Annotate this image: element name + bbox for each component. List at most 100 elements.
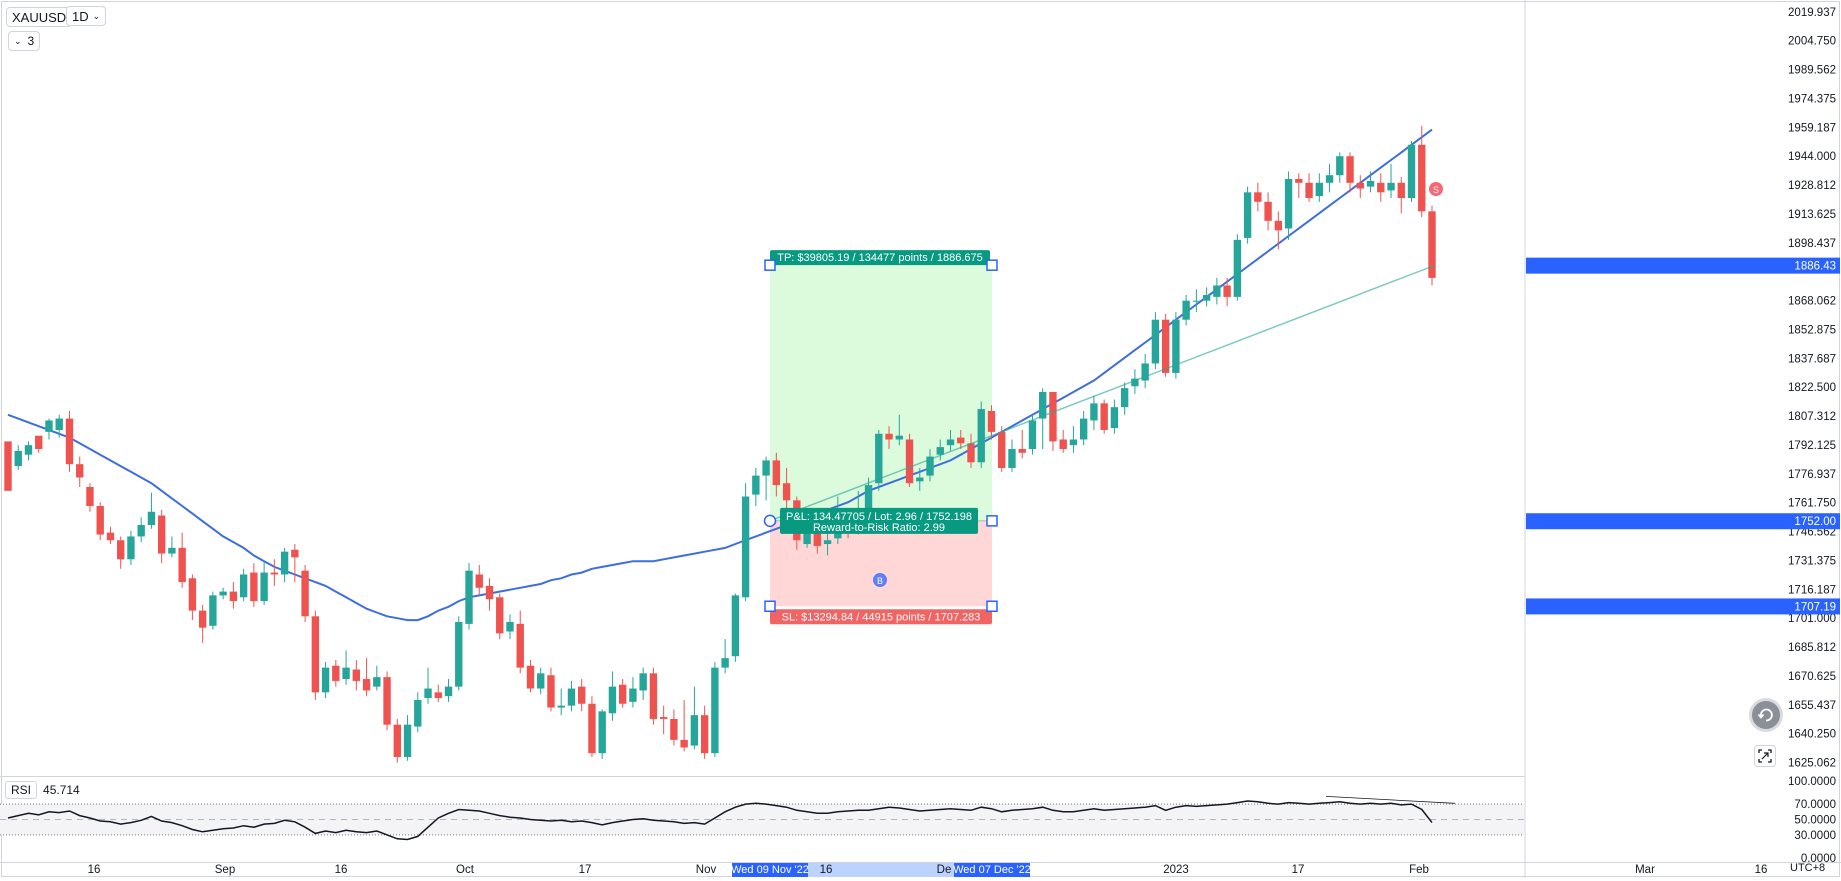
rsi-divergence-line — [1325, 796, 1456, 804]
candle — [578, 679, 586, 712]
resize-handle[interactable] — [986, 515, 998, 527]
candle-body — [967, 443, 975, 463]
time-tick-label: 2023 — [1163, 864, 1189, 876]
candle — [762, 456, 770, 501]
candle-body — [465, 570, 473, 624]
candle-body — [1305, 182, 1313, 199]
resize-handle[interactable] — [986, 600, 998, 613]
time-tick-label: Oct — [456, 864, 475, 876]
sl-label-text: SL: $13294.84 / 44915 points / 1707.283 — [782, 611, 981, 623]
candle-body — [96, 506, 104, 535]
candle-body — [424, 688, 432, 699]
price-tick-label: 1913.625 — [1788, 209, 1836, 221]
candle — [1018, 429, 1026, 459]
candle-body — [670, 718, 678, 740]
candle — [455, 616, 463, 691]
price-tick-label: 1685.812 — [1788, 642, 1836, 654]
candle — [721, 639, 729, 674]
candle-body — [24, 445, 33, 455]
resize-handle[interactable] — [986, 259, 998, 271]
candle-body — [1233, 239, 1242, 297]
price-badge-bg — [1526, 257, 1840, 274]
candle — [147, 492, 156, 529]
candle-body — [721, 658, 729, 668]
candle-body — [434, 692, 442, 699]
time-highlight-end-text: Wed 07 Dec '22 — [953, 864, 1031, 876]
candle-body — [455, 622, 463, 687]
candle-body — [946, 439, 955, 446]
candle-body — [1151, 319, 1160, 364]
candle-body — [1039, 391, 1047, 419]
candle — [1100, 399, 1108, 434]
rsi-tick-label: 70.0000 — [1794, 799, 1836, 811]
candle — [332, 660, 340, 687]
expand-icon — [1758, 749, 1772, 763]
candle — [1182, 294, 1190, 326]
candle-body — [1377, 182, 1385, 193]
screenshot-button[interactable] — [1754, 745, 1776, 767]
price-tick-label: 1746.562 — [1788, 527, 1836, 539]
candle-body — [219, 591, 227, 596]
candle — [106, 526, 115, 545]
candle-body — [1274, 220, 1283, 231]
candle-body — [1336, 156, 1344, 176]
price-badge: 1707.19 — [1526, 598, 1840, 615]
candle-body — [168, 547, 176, 554]
resize-handle[interactable] — [764, 259, 776, 271]
candle — [1356, 175, 1364, 199]
price-badge: 1752.00 — [1526, 513, 1840, 530]
candle — [127, 530, 135, 565]
rsi-title-button[interactable]: RSI — [5, 781, 38, 799]
candle-body — [1182, 300, 1190, 320]
candle-body — [1356, 182, 1364, 189]
price-tick-label: 1837.687 — [1788, 353, 1836, 365]
tp-label: TP: $39805.19 / 134477 points / 1886.675 — [770, 250, 990, 266]
indicators-toggle-button[interactable]: ⌄ 3 — [8, 31, 41, 51]
timezone-label[interactable]: UTC+8 — [1790, 862, 1826, 874]
candle-body — [106, 532, 115, 541]
candle-body — [1008, 448, 1016, 468]
buy-marker-label: B — [877, 576, 883, 586]
entry-handle[interactable] — [763, 514, 777, 528]
symbol-button[interactable]: XAUUSD — [6, 7, 73, 27]
time-tick-label: De — [937, 864, 952, 876]
candle — [1264, 192, 1272, 231]
candle — [301, 564, 309, 622]
candle-body — [567, 688, 576, 706]
candle — [291, 544, 299, 583]
candle — [516, 610, 524, 674]
time-tick-label: 16 — [335, 864, 348, 876]
price-tick-label: 1852.875 — [1788, 324, 1836, 336]
candle-body — [649, 673, 658, 719]
candle — [1346, 152, 1354, 193]
candle-body — [35, 435, 43, 449]
candle — [311, 610, 320, 700]
price-tick-label: 1640.250 — [1788, 729, 1836, 741]
candle-body — [803, 525, 811, 545]
time-tick-label: Mar — [1635, 864, 1655, 876]
time-tick-label: 17 — [1292, 864, 1305, 876]
candle-body — [547, 675, 555, 708]
tp-label-text: TP: $39805.19 / 134477 points / 1886.675 — [777, 252, 983, 264]
resize-handle[interactable] — [764, 600, 776, 613]
price-badge: 1886.43 — [1526, 257, 1840, 274]
candle — [117, 536, 125, 569]
rsi-tick-label: 30.0000 — [1794, 830, 1836, 842]
candle-body — [1213, 285, 1221, 297]
interval-button[interactable]: 1D ⌄ — [66, 6, 107, 26]
candle-body — [352, 669, 361, 681]
candle — [1110, 399, 1119, 434]
candle-body — [414, 699, 422, 727]
candle — [598, 709, 606, 759]
candle-body — [14, 450, 22, 467]
price-badge-bg — [1526, 513, 1840, 530]
candle — [741, 483, 750, 602]
candle — [1407, 140, 1416, 202]
price-tick-label: 1701.000 — [1788, 613, 1836, 625]
candle — [393, 718, 401, 763]
candle — [649, 667, 658, 725]
time-tick-label: 16 — [88, 864, 101, 876]
reset-chart-button[interactable] — [1749, 698, 1783, 732]
candle — [1305, 173, 1313, 202]
